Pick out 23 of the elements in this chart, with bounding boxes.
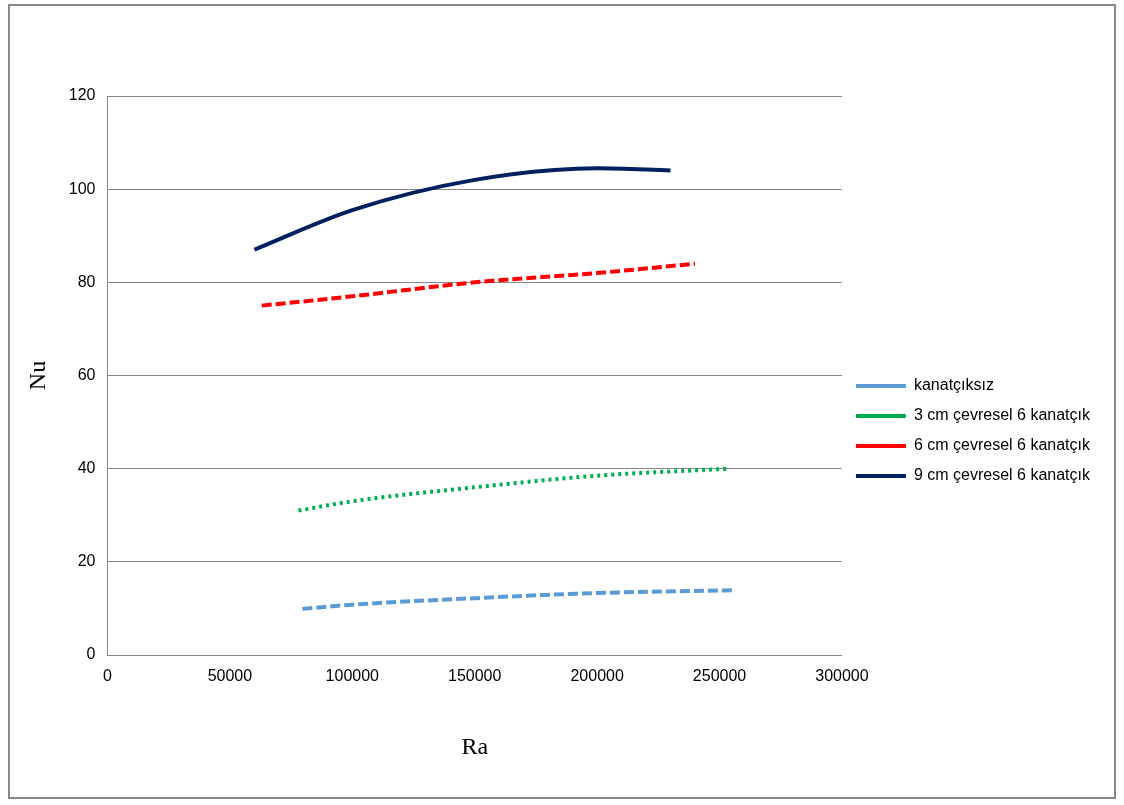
x-tick-label: 150000: [448, 667, 502, 685]
x-tick-label: 300000: [815, 667, 869, 685]
y-tick-label: 120: [68, 86, 96, 104]
legend-label: 9 cm çevresel 6 kanatçık: [913, 466, 1091, 484]
line-series: [252, 166, 673, 252]
legend-label: kanatçıksız: [913, 376, 994, 394]
y-tick-label: 100: [68, 179, 96, 197]
x-tick-label: 250000: [692, 667, 747, 685]
y-axis-title: Nu: [23, 360, 50, 391]
y-tick-label: 80: [77, 272, 96, 290]
legend-label: 3 cm çevresel 6 kanatçık: [913, 406, 1091, 424]
legend-label: 6 cm çevresel 6 kanatçık: [913, 436, 1091, 454]
line-series: [300, 588, 735, 611]
y-tick-label: 40: [77, 459, 96, 477]
y-tick-label: 60: [77, 365, 96, 383]
y-tick-label: 0: [86, 645, 96, 663]
x-axis-title: Ra: [461, 732, 489, 759]
y-tick-label: 20: [77, 552, 96, 570]
x-tick-label: 200000: [570, 667, 624, 685]
line-series: [259, 261, 698, 308]
x-tick-label: 0: [103, 667, 113, 685]
x-tick-label: 50000: [207, 667, 253, 685]
x-tick-label: 100000: [325, 667, 380, 685]
